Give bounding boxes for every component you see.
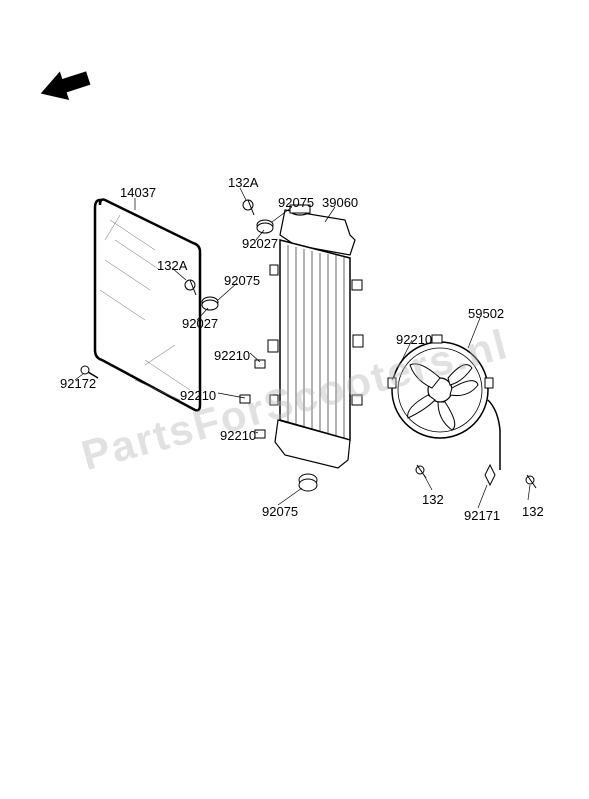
label-92027-1: 92027	[242, 236, 278, 251]
label-59502: 59502	[468, 306, 504, 321]
label-92171: 92171	[464, 508, 500, 523]
diagram-container: PartsForScooters.nl 14037 132A 92075 920…	[0, 0, 589, 799]
label-92210-3: 92210	[220, 428, 256, 443]
label-132-1: 132	[422, 492, 444, 507]
label-132a-1: 132A	[228, 175, 258, 190]
label-92075-3: 92075	[262, 504, 298, 519]
label-92075-2: 92075	[224, 273, 260, 288]
label-92027-2: 92027	[182, 316, 218, 331]
label-92210-2: 92210	[180, 388, 216, 403]
label-92075-1: 92075	[278, 195, 314, 210]
label-39060: 39060	[322, 195, 358, 210]
label-92210-1: 92210	[214, 348, 250, 363]
label-92210-4: 92210	[396, 332, 432, 347]
label-132-2: 132	[522, 504, 544, 519]
screen-guard-drawing	[95, 200, 200, 411]
radiator-drawing	[268, 205, 363, 468]
label-92172: 92172	[60, 376, 96, 391]
label-14037: 14037	[120, 185, 156, 200]
label-132a-2: 132A	[157, 258, 187, 273]
parts-diagram-svg	[0, 0, 589, 799]
fan-drawing	[388, 335, 500, 470]
